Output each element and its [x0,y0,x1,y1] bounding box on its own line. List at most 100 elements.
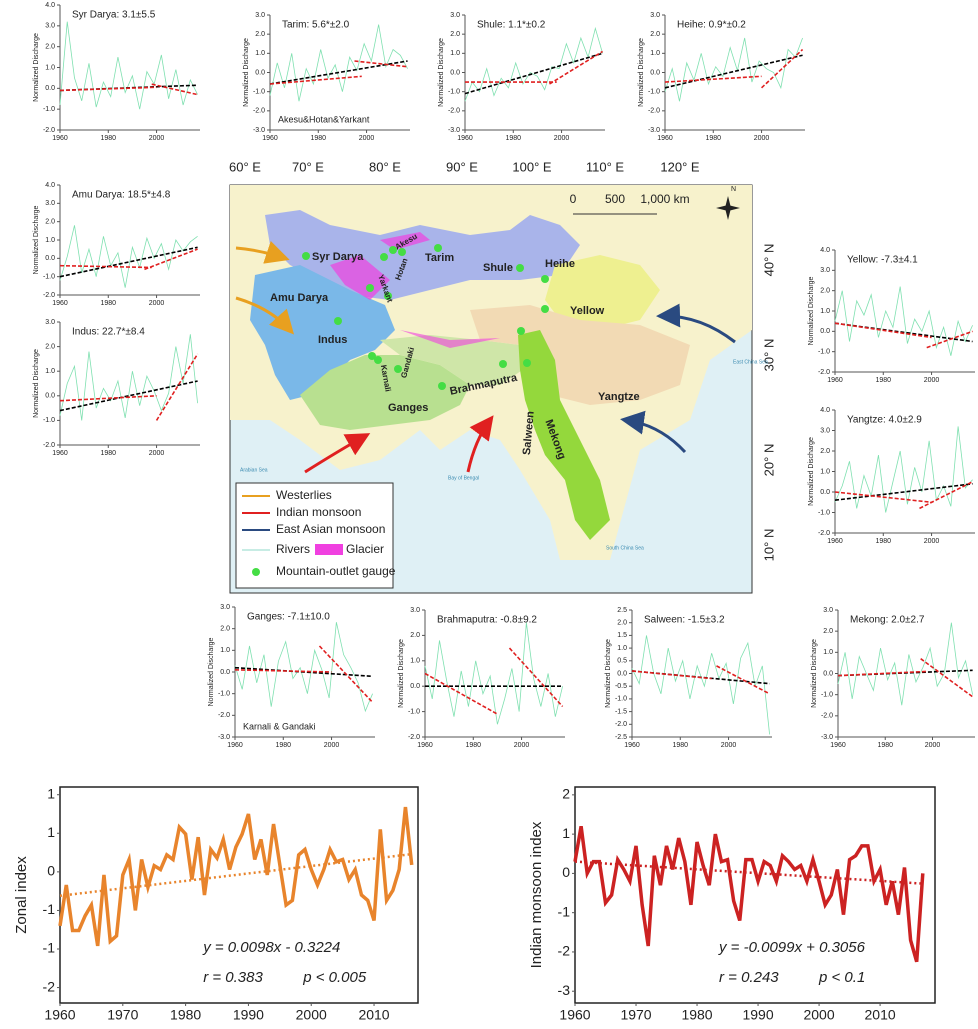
chart-title: Ganges: -7.1±10.0 [247,612,330,623]
y-tick-label: -3.0 [648,127,660,134]
x-tick-label: 1960 [657,135,673,142]
x-tick-label: 1980 [875,377,891,384]
y-tick-label: 2.0 [820,448,830,455]
lon-label: 80° E [369,159,401,174]
y-tick-label: 0.0 [45,255,55,262]
y-tick-label: 4.0 [820,407,830,414]
data-line [664,37,803,102]
y-tick-label: 2.0 [650,31,660,38]
y-tick-label: 1 [562,825,570,841]
x-tick-label: 1960 [52,135,68,142]
y-tick-label: 4.0 [45,2,55,9]
data-line [59,21,198,110]
y-tick-label: -1 [558,903,571,919]
lon-label: 120° E [660,159,700,174]
scale-label: 500 [605,192,625,206]
basin [470,305,690,405]
data-line [464,26,603,102]
x-tick-label: 1960 [52,450,68,457]
sea-label: Arabian Sea [240,467,268,473]
y-tick-label: -2.0 [448,108,460,115]
y-tick-label: -2.5 [615,734,627,741]
x-tick-label: 1960 [827,538,843,545]
y-tick-label: -2 [43,978,56,994]
basin-label: Tarim [425,252,454,264]
y-tick-label: 0 [562,864,570,880]
trend-line [59,395,157,402]
basin-label: Yangtze [598,391,640,403]
trend-line [549,50,604,85]
y-tick-label: 1.0 [45,64,55,71]
trend-line [354,60,408,68]
lon-label: 90° E [446,159,478,174]
trend-line [761,48,804,89]
y-tick-label: 0.0 [410,683,420,690]
map: 60° E 70° E 80° E 90° E 100° E 110° E 12… [229,159,776,594]
y-axis-label: Zonal index [13,856,30,934]
y-tick-label: 3.0 [45,23,55,30]
x-tick-label: 1960 [624,742,640,749]
y-tick-label: 1.0 [820,308,830,315]
x-tick-label: 1960 [417,742,433,749]
y-tick-label: -1.0 [648,89,660,96]
glaciers [330,232,500,348]
y-tick-label: -1.0 [818,349,830,356]
y-tick-label: -1.0 [448,89,460,96]
y-tick-label: 1.0 [220,647,230,654]
x-tick-label: 1960 [227,742,243,749]
y-tick-label: -2 [558,943,571,959]
y-tick-label: 2.0 [823,628,833,635]
legend-label: Westerlies [276,488,332,502]
y-axis-label: Normalized Discharge [243,38,250,107]
basin-label: Yellow [570,305,605,317]
y-tick-label: 0.0 [255,69,265,76]
x-tick-label: 1980 [877,742,893,749]
x-tick-label: 1980 [672,742,688,749]
y-tick-label: -0.5 [615,683,627,690]
lon-label: 70° E [292,159,324,174]
basin [300,355,470,430]
y-tick-label: 0.0 [450,69,460,76]
data-line [631,635,770,735]
data-line [59,334,198,421]
y-tick-label: 3.0 [220,604,230,611]
y-tick-label: -2.0 [43,127,55,134]
y-tick-label: 1 [47,824,55,840]
y-tick-label: -1.0 [218,691,230,698]
x-tick-label: 2010 [865,1007,896,1023]
trend-line [664,54,803,89]
chart-title: Indus: 22.7*±8.4 [72,327,145,338]
lat-label: 20° N [761,444,776,477]
y-tick-label: 1.0 [650,50,660,57]
trend-line [574,860,923,885]
lat-label: 10° N [761,529,776,562]
trend-line [631,670,712,680]
y-tick-label: -3.0 [448,127,460,134]
x-tick-label: 1980 [705,135,721,142]
y-axis-label: Normalized Discharge [638,38,645,107]
r-value: r = 0.383 [203,969,263,986]
x-tick-label: 2000 [514,742,530,749]
x-tick-label: 1980 [275,742,291,749]
y-axis-label: Normalized Discharge [33,349,40,418]
scale-label: 0 [570,192,577,206]
chart-title: Brahmaputra: -0.8±9.2 [437,615,537,626]
x-tick-label: 1960 [262,135,278,142]
y-tick-label: 2.0 [45,219,55,226]
sea-label: Bay of Bengal [448,475,479,481]
trend-line [919,481,973,510]
lat-label: 30° N [761,339,776,372]
x-tick-label: 1970 [107,1007,138,1023]
y-axis-label: Normalized Discharge [811,639,818,708]
x-tick-label: 1960 [830,742,846,749]
x-tick-label: 1980 [465,742,481,749]
y-tick-label: 0.0 [823,670,833,677]
lon-label: 60° E [229,159,261,174]
y-tick-label: -1.5 [615,708,627,715]
y-tick-label: -1.0 [253,89,265,96]
chart-title: Syr Darya: 3.1±5.5 [72,10,156,21]
x-tick-label: 1980 [170,1007,201,1023]
x-tick-label: 1980 [100,450,116,457]
plot-frame [574,786,936,1004]
x-tick-label: 2000 [149,135,165,142]
